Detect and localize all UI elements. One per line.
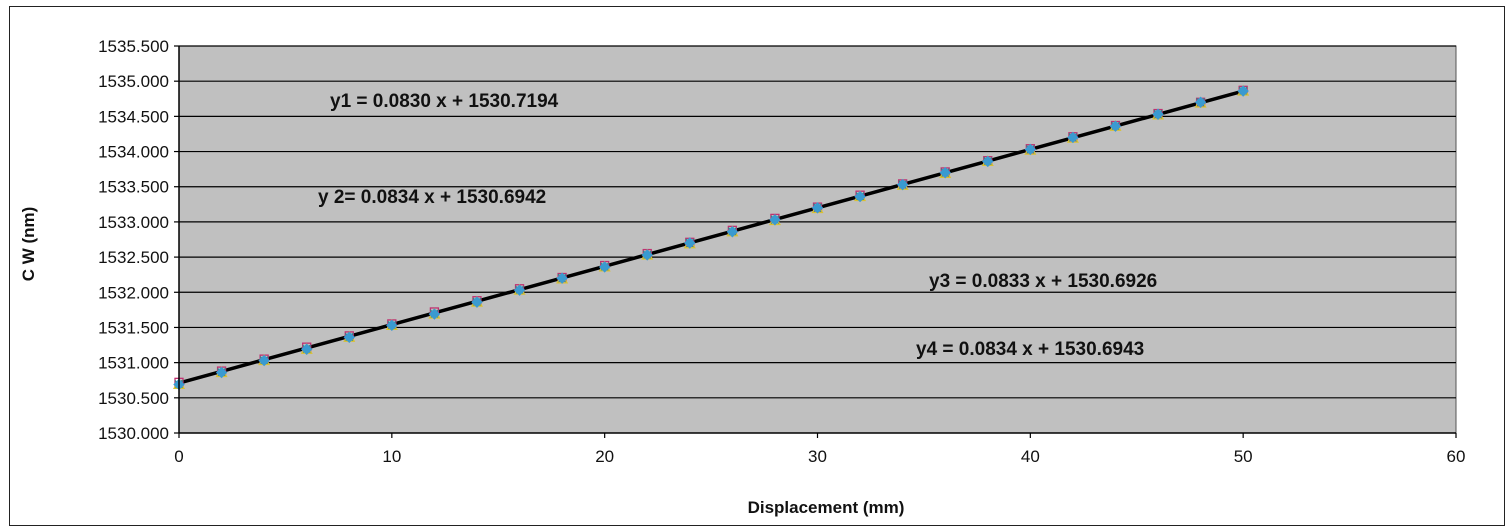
gridlines [179,45,1456,399]
y-tick-label: 1533.500 [98,178,169,197]
plot-area [178,45,1457,434]
data-point [896,178,909,191]
plot-background [178,45,1457,434]
data-point [215,366,228,379]
x-tick-label: 50 [1234,447,1253,466]
chart-frame: 1530.000 1530.500 1531.000 1531.500 1532.000… [9,6,1505,526]
x-tick-label: 30 [808,447,827,466]
y-tick-label: 1531.500 [98,318,169,337]
chart-svg: 1530.000 1530.500 1531.000 1531.500 1532.000… [19,37,1465,517]
y-tick-label: 1530.500 [98,389,169,408]
x-axis-title: Displacement (mm) [748,498,905,517]
axes [174,45,1457,438]
data-point [428,308,441,320]
x-tick-label: 20 [595,447,614,466]
equation-y4: y4 = 0.0834 x + 1530.6943 [916,339,1144,360]
data-point [1152,108,1164,120]
data-point [1067,131,1079,144]
equation-y1: y1 = 0.0830 x + 1530.7194 [330,91,559,112]
data-point [1194,96,1207,108]
y-tick-label: 1531.000 [98,354,169,373]
y-tick-label: 1530.000 [98,424,169,443]
data-point [982,155,994,168]
data-point [641,249,653,261]
y-tick-label: 1534.500 [98,107,169,126]
x-tick-label: 40 [1021,447,1040,466]
y-axis-title: C W (nm) [19,207,38,282]
data-point [1237,85,1249,97]
data-point [471,296,483,308]
data-point [513,284,526,296]
data-markers [172,84,1250,391]
y-tick-label: 1533.000 [98,213,169,232]
data-point [556,272,568,284]
trendlines [178,89,1244,385]
y-tick-label: 1532.000 [98,283,169,302]
data-point [1109,120,1122,132]
data-point [854,190,866,203]
x-tick-label: 60 [1447,447,1466,466]
data-point [726,226,739,238]
y-tick-label: 1534.000 [98,143,169,162]
data-point [258,354,270,367]
data-point [811,202,824,214]
data-point [300,343,313,355]
data-point [386,319,398,332]
y-tick-label: 1535.000 [98,72,169,91]
x-tick-label: 0 [174,447,183,466]
tick-labels: 1530.000 1530.500 1531.000 1531.500 1532.000… [98,37,1465,466]
data-point [684,237,696,249]
data-point [1024,143,1037,156]
data-point [343,331,355,344]
data-point [939,166,951,179]
equation-y2: y 2= 0.0834 x + 1530.6942 [318,187,546,208]
y-tick-label: 1535.500 [98,37,169,56]
data-point [598,261,611,273]
equation-y3: y3 = 0.0833 x + 1530.6926 [929,271,1157,292]
data-point [769,214,781,226]
x-tick-label: 10 [382,447,401,466]
trendline [178,89,1244,385]
y-tick-label: 1532.500 [98,248,169,267]
